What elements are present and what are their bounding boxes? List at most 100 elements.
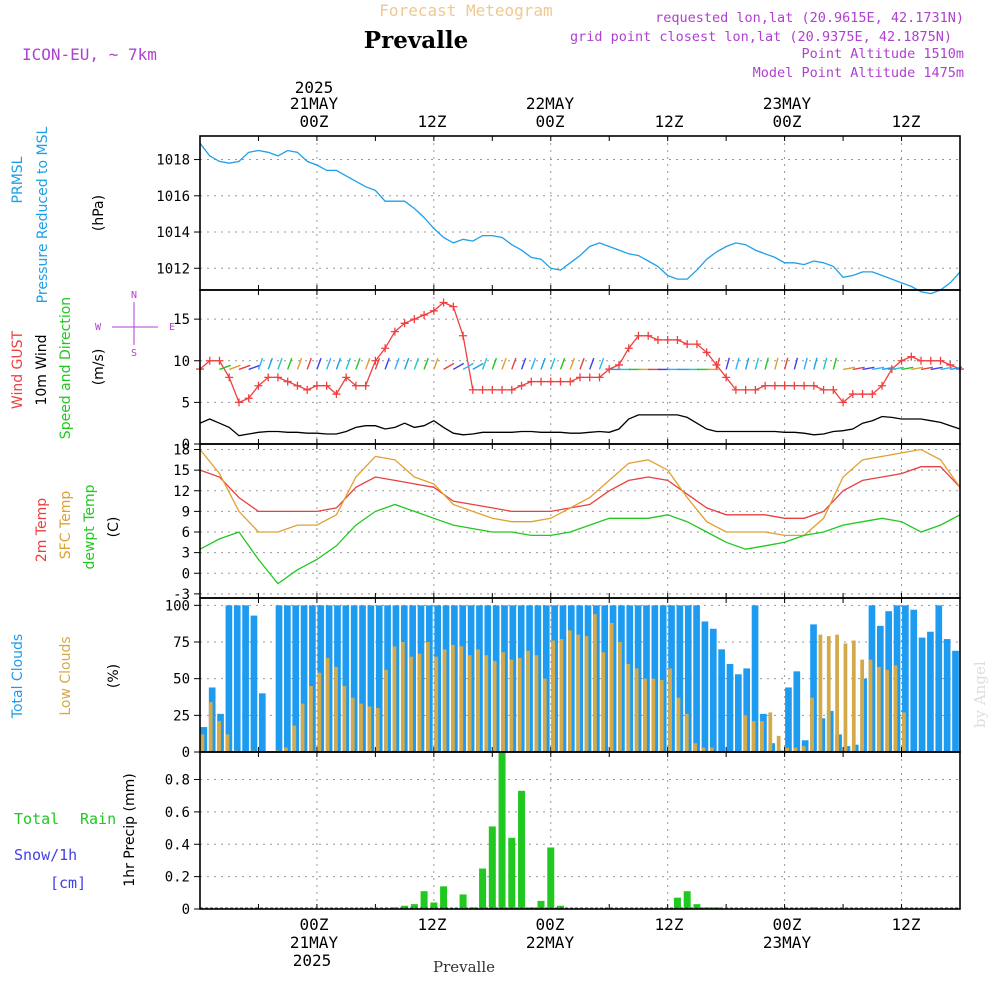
gust-marker (283, 377, 292, 386)
total-cloud-bar (701, 621, 709, 752)
wind-direction-arrow (793, 357, 799, 370)
p5-label-total: Total (14, 810, 59, 828)
bottom-tick-label: 00Z (773, 915, 802, 934)
y-tick-label: -3 (173, 587, 190, 603)
low-cloud-bar (451, 644, 455, 752)
wind-direction-arrow (813, 357, 818, 370)
low-cloud-bar (534, 655, 539, 752)
y-tick-label: 10 (173, 354, 190, 370)
wind-direction-arrow (257, 357, 264, 370)
gust-marker (917, 356, 926, 365)
low-cloud-bar (517, 658, 522, 752)
wind-direction-arrow (803, 357, 808, 370)
gust-marker (215, 356, 224, 365)
top-date-label: 22MAY (526, 94, 575, 113)
total-cloud-bar (718, 649, 725, 752)
requested-coords: requested lon,lat (20.9615E, 42.1731N) (655, 10, 964, 26)
gust-marker (264, 373, 273, 382)
gust-marker (410, 315, 419, 324)
total-cloud-bar (676, 605, 684, 752)
total-cloud-bar (309, 605, 316, 752)
top-year-label: 2025 (295, 78, 334, 97)
low-cloud-bar (542, 678, 547, 752)
compass-w: W (95, 322, 102, 333)
low-cloud-bar (701, 747, 706, 752)
gust-marker (858, 390, 867, 399)
gust-marker (527, 377, 536, 386)
wind-direction-arrow (881, 366, 894, 371)
watermark: by Angel (971, 661, 989, 728)
rain-bar (459, 894, 467, 909)
wind-direction-arrow (296, 357, 303, 370)
low-cloud-bar (359, 703, 363, 752)
wind-direction-arrow (559, 357, 566, 370)
gust-marker (439, 298, 448, 307)
wind-direction-arrow (569, 357, 576, 370)
total-cloud-bar (300, 605, 308, 752)
bottom-tick-label: 12Z (892, 915, 921, 934)
total-cloud-bar (902, 605, 909, 752)
gust-marker (244, 394, 253, 403)
low-cloud-bar (893, 665, 898, 752)
y-tick-label: 1012 (156, 261, 190, 277)
model-label: ICON-EU, ~ 7km (22, 45, 157, 64)
p2-label-speed: Speed and Direction (58, 297, 74, 439)
low-cloud-bar (342, 686, 347, 752)
wind-direction-arrow (852, 366, 865, 371)
p4-unit: (%) (106, 664, 122, 688)
y-tick-label: 3 (182, 546, 190, 562)
rain-bar (557, 905, 565, 909)
low-cloud-bar (793, 747, 798, 752)
wind-direction-arrow (511, 357, 517, 370)
low-cloud-bar (484, 655, 489, 752)
wind-direction-arrow (774, 357, 779, 370)
wind-direction-arrow (520, 357, 527, 370)
total-cloud-bar (233, 605, 241, 752)
rain-bar (391, 907, 399, 909)
top-tick-label: 12Z (892, 112, 921, 131)
low-cloud-bar (634, 668, 639, 752)
gust-marker (663, 335, 672, 344)
total-cloud-bar (651, 605, 659, 752)
total-cloud-bar (935, 605, 943, 752)
gust-marker (576, 373, 584, 382)
wind-direction-arrow (920, 366, 933, 371)
total-cloud-bar (275, 605, 283, 752)
bottom-date-label: 22MAY (526, 933, 575, 952)
wind-direction-arrow (862, 366, 875, 371)
gust-marker (829, 385, 838, 394)
wind-direction-arrow (901, 366, 914, 371)
footer-location: Prevalle (433, 958, 495, 976)
total-cloud-bar (242, 605, 249, 752)
y-tick-label: 6 (182, 525, 190, 541)
low-cloud-bar (835, 634, 839, 752)
y-tick-label: 1014 (156, 225, 190, 241)
wind-direction-arrow (228, 364, 241, 371)
compass-n: N (131, 290, 137, 301)
rain-bar (488, 826, 496, 909)
y-tick-label: 0 (182, 437, 190, 453)
bottom-year-label: 2025 (293, 951, 332, 970)
gust-marker (780, 381, 789, 390)
wind-direction-arrow (413, 357, 420, 370)
low-cloud-bar (868, 659, 873, 752)
p5-label-rain: Rain (80, 810, 116, 828)
total-cloud-bar (793, 671, 801, 752)
low-cloud-bar (609, 622, 614, 752)
low-cloud-bar (776, 735, 781, 752)
p5-label-cm: [cm] (50, 874, 86, 892)
point-altitude: Point Altitude 1510m (801, 46, 964, 62)
total-cloud-bar (810, 624, 817, 752)
low-cloud-bar (826, 636, 831, 752)
y-tick-label: 18 (173, 443, 190, 459)
y-tick-label: 5 (182, 395, 190, 411)
low-cloud-bar (601, 652, 606, 752)
wind-direction-arrow (287, 357, 293, 370)
wind-direction-arrow (822, 357, 828, 370)
total-cloud-bar (342, 605, 350, 752)
low-cloud-bar (818, 634, 823, 752)
gust-marker (546, 377, 555, 386)
rain-bar (479, 868, 487, 909)
y-tick-label: 12 (173, 484, 190, 500)
gust-marker (468, 385, 477, 394)
